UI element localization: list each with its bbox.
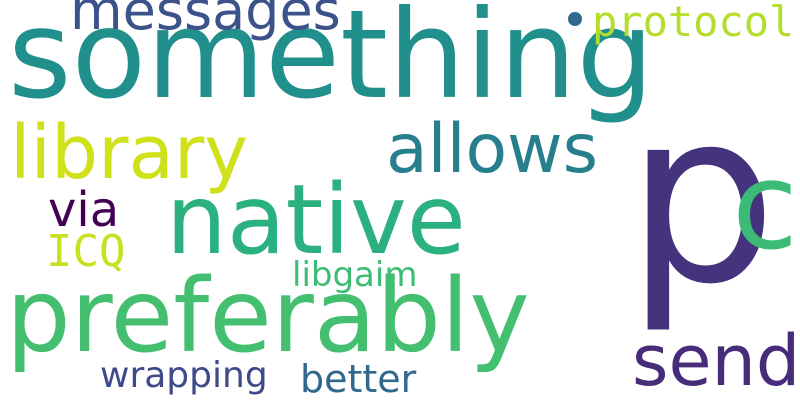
word-via: via xyxy=(48,182,120,238)
word-libgaim: libgaim xyxy=(292,255,418,295)
word-protocol: protocol xyxy=(592,0,795,46)
word-preferably: preferably xyxy=(6,257,530,376)
word-messages: messages xyxy=(70,0,341,42)
word-better: better xyxy=(300,357,417,400)
word-something: something xyxy=(8,0,654,126)
word-c: c xyxy=(732,138,798,277)
word-dot xyxy=(568,12,582,26)
word-allows: allows xyxy=(386,110,599,189)
word-icq: ICQ xyxy=(46,226,126,277)
word-wrapping: wrapping xyxy=(100,355,268,396)
word-library: library xyxy=(10,110,249,196)
word-send: send xyxy=(632,320,800,400)
word-p: p xyxy=(626,60,778,337)
word-native: native xyxy=(166,164,466,276)
